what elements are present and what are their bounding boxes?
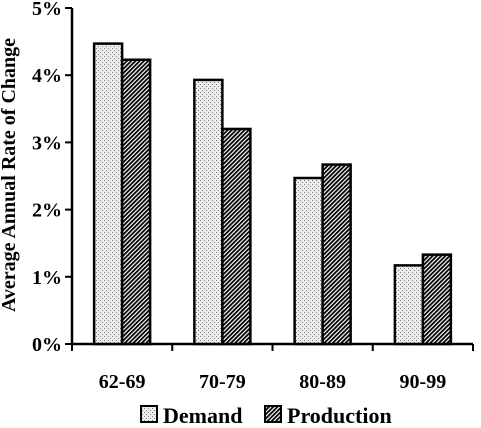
y-tick-label: 1%: [32, 267, 62, 289]
x-category-label: 62-69: [99, 371, 146, 393]
y-tick-label: 5%: [32, 0, 62, 20]
legend-swatch-production: [264, 405, 282, 423]
bar-demand-70-79: [193, 78, 224, 346]
legend: Demand Production: [140, 403, 392, 428]
y-axis-title: Average Annual Rate of Change: [0, 38, 20, 312]
legend-label-production: Production: [287, 403, 392, 428]
bar-production-70-79: [221, 127, 252, 346]
x-category-label: 90-99: [400, 371, 447, 393]
bar-demand-62-69: [92, 42, 124, 346]
y-tick-label: 3%: [32, 132, 62, 154]
bar-production-62-69: [120, 58, 152, 346]
y-tick-label: 4%: [32, 65, 62, 87]
y-tick-label: 0%: [32, 334, 62, 356]
legend-swatch-demand: [140, 405, 158, 423]
bar-demand-80-89: [293, 176, 324, 346]
x-category-label: 70-79: [199, 371, 246, 393]
bar-demand-90-99: [393, 264, 425, 346]
x-category-label: 80-89: [299, 371, 346, 393]
plot-area: 0% 1% 2% 3% 4% 5% 62-69 70-79 80-89 90-99: [32, 0, 474, 393]
bar-production-90-99: [421, 253, 453, 346]
y-tick-label: 2%: [32, 200, 62, 222]
legend-label-demand: Demand: [163, 403, 242, 428]
bar-production-80-89: [321, 163, 352, 346]
